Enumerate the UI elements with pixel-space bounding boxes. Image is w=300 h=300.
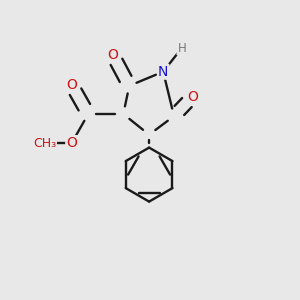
Text: O: O	[107, 48, 118, 62]
Text: O: O	[66, 136, 77, 150]
Text: CH₃: CH₃	[33, 136, 56, 150]
Text: O: O	[187, 90, 198, 104]
Text: N: N	[158, 65, 168, 79]
Text: H: H	[177, 41, 186, 55]
Text: O: O	[66, 78, 77, 92]
